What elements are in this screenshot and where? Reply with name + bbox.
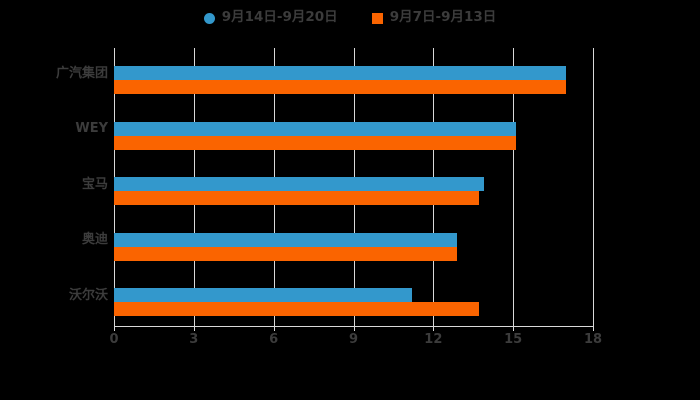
x-axis-tick-mark	[353, 326, 355, 331]
legend-label: 9月7日-9月13日	[389, 9, 497, 26]
y-axis-tick-label: 沃尔沃	[68, 287, 108, 303]
bar-group	[114, 48, 593, 104]
x-axis-tick-mark	[193, 326, 195, 331]
bar[interactable]	[114, 66, 567, 80]
bar-group	[114, 104, 593, 160]
bar[interactable]	[114, 121, 516, 136]
x-axis-tick-mark	[273, 326, 275, 331]
x-axis-tick-mark	[513, 326, 515, 331]
legend-square-icon	[371, 12, 383, 24]
y-axis-tick-label: 广汽集团	[55, 65, 108, 81]
bar[interactable]	[114, 232, 458, 247]
x-axis-tick-label: 6	[269, 332, 279, 347]
bar[interactable]	[114, 80, 567, 94]
chart-legend: 9月14日-9月20日 9月7日-9月13日	[0, 7, 700, 29]
bar-group	[114, 159, 593, 215]
legend-circle-icon	[203, 12, 215, 24]
bar[interactable]	[114, 177, 484, 192]
y-axis-tick-label: 奥迪	[81, 232, 108, 248]
y-axis-tick-label: WEY	[75, 121, 108, 137]
x-axis-tick-mark	[114, 326, 115, 331]
gridline	[513, 48, 515, 326]
bar[interactable]	[114, 302, 479, 317]
y-axis-labels: 广汽集团 WEY 宝马奥迪沃尔沃	[0, 48, 108, 326]
bar-group	[114, 270, 593, 326]
bar[interactable]	[114, 288, 413, 303]
x-axis-tick-mark	[433, 326, 435, 331]
bar[interactable]	[114, 191, 479, 206]
x-axis-tick-label: 12	[424, 332, 443, 347]
x-axis-tick-label: 15	[504, 332, 523, 347]
x-axis-tick-label: 18	[583, 332, 603, 347]
legend-entry[interactable]: 9月14日-9月20日	[203, 9, 338, 26]
bar[interactable]	[114, 246, 458, 261]
x-axis-tick-label: 3	[189, 332, 199, 347]
legend-entry[interactable]: 9月7日-9月13日	[371, 9, 497, 26]
y-axis-tick-label: 宝马	[81, 176, 108, 192]
x-axis-tick-mark	[593, 326, 594, 331]
plot-area	[114, 48, 594, 326]
gridline	[593, 48, 594, 326]
bar-group	[114, 215, 593, 271]
bar[interactable]	[114, 135, 516, 150]
x-axis-tick-label: 9	[348, 332, 359, 347]
legend-label: 9月14日-9月20日	[221, 9, 338, 26]
x-axis-tick-label: 0	[109, 332, 119, 347]
x-axis-labels: 0 3 6 9 12 15 18	[0, 333, 700, 353]
